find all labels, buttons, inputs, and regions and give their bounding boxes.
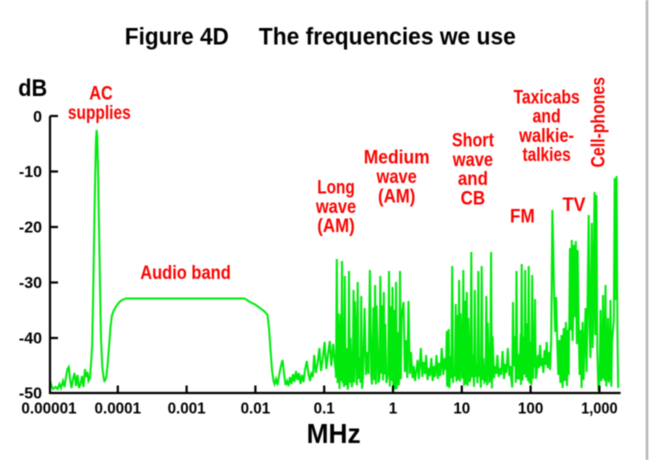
svg-text:10: 10 xyxy=(453,400,470,417)
svg-text:The frequencies we use: The frequencies we use xyxy=(259,24,516,51)
svg-text:AC: AC xyxy=(89,84,113,105)
svg-text:-40: -40 xyxy=(19,330,42,347)
svg-text:Medium: Medium xyxy=(364,148,430,169)
svg-text:100: 100 xyxy=(518,400,543,417)
svg-text:(AM): (AM) xyxy=(378,186,415,207)
svg-text:0.01: 0.01 xyxy=(241,400,271,417)
svg-text:0.00001: 0.00001 xyxy=(21,400,76,417)
svg-text:dB: dB xyxy=(18,75,47,102)
svg-text:-50: -50 xyxy=(19,385,42,402)
svg-text:1,000: 1,000 xyxy=(581,400,618,417)
svg-text:0.0001: 0.0001 xyxy=(95,400,142,417)
svg-text:Audio band: Audio band xyxy=(140,263,231,284)
svg-text:talkies: talkies xyxy=(522,145,570,166)
svg-text:Cell-phones: Cell-phones xyxy=(589,77,610,168)
svg-text:0: 0 xyxy=(33,109,42,126)
svg-text:TV: TV xyxy=(562,195,585,216)
svg-text:Figure 4D: Figure 4D xyxy=(125,24,229,51)
svg-text:FM: FM xyxy=(510,206,535,227)
svg-text:CB: CB xyxy=(461,188,486,209)
svg-text:0.001: 0.001 xyxy=(168,400,206,417)
svg-text:Taxicabs: Taxicabs xyxy=(513,88,579,109)
svg-text:Long: Long xyxy=(317,178,355,199)
svg-text:1: 1 xyxy=(389,400,398,417)
svg-text:Short: Short xyxy=(452,131,495,152)
svg-text:walkie-: walkie- xyxy=(518,126,574,147)
svg-text:supplies: supplies xyxy=(68,103,131,124)
svg-text:and: and xyxy=(458,169,488,190)
svg-text:MHz: MHz xyxy=(307,418,361,449)
svg-text:wave: wave xyxy=(315,197,356,218)
svg-text:0.1: 0.1 xyxy=(314,400,335,417)
svg-text:wave: wave xyxy=(376,167,417,188)
svg-text:(AM): (AM) xyxy=(317,216,354,237)
svg-text:-10: -10 xyxy=(19,164,42,181)
svg-text:wave: wave xyxy=(452,150,493,171)
svg-text:and: and xyxy=(532,107,560,128)
svg-text:-30: -30 xyxy=(19,275,42,292)
svg-text:-20: -20 xyxy=(19,219,42,236)
